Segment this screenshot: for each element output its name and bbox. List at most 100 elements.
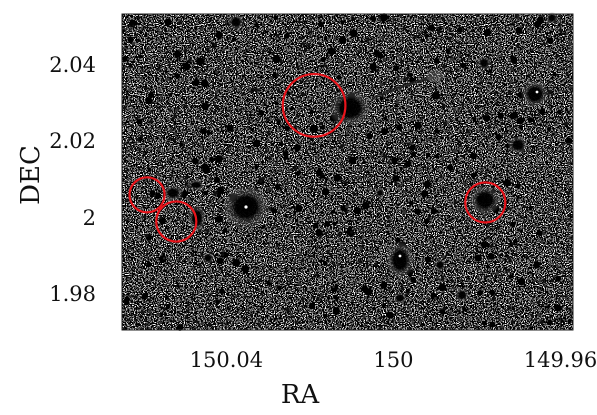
faint-source [149,190,156,197]
faint-source [369,78,373,82]
faint-source [489,244,493,249]
faint-source [345,205,349,209]
faint-source [160,85,164,89]
faint-source [211,237,214,241]
faint-source [238,108,242,112]
faint-source [332,268,335,271]
faint-source [452,108,457,112]
faint-source [556,38,559,41]
faint-source [122,106,126,110]
faint-source [173,132,177,136]
faint-source [145,81,148,85]
faint-source [450,55,453,58]
faint-source [215,290,219,294]
faint-source [525,243,528,247]
faint-source [368,211,372,214]
faint-source [317,115,321,119]
faint-source [211,204,214,208]
faint-source [246,125,250,128]
faint-source [497,112,504,119]
faint-source [296,184,299,187]
faint-source [137,254,139,257]
faint-source [312,261,315,265]
faint-source [143,152,146,155]
faint-source [431,15,434,18]
faint-source [497,55,500,58]
faint-source [296,180,299,183]
faint-source [448,144,451,147]
faint-source [472,172,478,178]
faint-source [295,204,303,213]
faint-source [399,48,402,51]
faint-source [250,47,252,50]
faint-source [226,124,234,132]
faint-source [558,257,562,261]
faint-source [172,261,176,264]
faint-source [284,125,290,131]
faint-source [275,246,278,250]
faint-source [397,75,399,78]
faint-source [196,57,205,66]
faint-source [146,281,149,284]
faint-source [214,95,218,99]
faint-source [145,97,153,105]
faint-source [321,159,325,163]
faint-source [184,288,186,290]
faint-source [319,293,324,297]
faint-source [172,319,176,323]
faint-source [174,73,181,79]
faint-source [208,46,211,49]
faint-source [514,14,518,18]
faint-source [274,184,281,191]
faint-source [361,285,369,292]
faint-source [316,297,320,301]
faint-source [480,99,483,103]
faint-source [315,169,323,177]
faint-source [147,47,151,51]
faint-source [254,102,257,106]
faint-source [386,311,394,319]
faint-source [168,136,172,140]
x-tick-label: 150.04 [189,348,264,372]
faint-source [154,277,157,281]
faint-source [127,246,131,250]
faint-source [526,319,529,322]
faint-source [476,24,479,27]
faint-source [349,29,358,38]
faint-source [222,58,226,62]
bright-galaxy [508,136,528,154]
faint-source [211,299,214,302]
faint-source [467,174,470,177]
faint-source [212,110,217,114]
faint-source [516,106,518,109]
faint-source [565,251,568,254]
faint-source [466,196,470,200]
faint-source [179,21,183,24]
faint-source [447,36,451,41]
faint-source [535,174,539,178]
faint-source [340,20,345,25]
faint-source [544,196,548,201]
faint-source [371,203,374,206]
faint-source [544,309,549,313]
faint-source [320,56,326,63]
faint-source [380,281,388,289]
faint-source [422,236,424,238]
faint-source [400,283,404,287]
faint-source [531,214,534,217]
faint-source [411,321,415,325]
faint-source [554,233,558,237]
faint-source [452,286,456,290]
faint-source [251,76,255,80]
faint-source [292,20,296,24]
faint-source [537,179,541,183]
faint-source [511,320,514,324]
faint-source [197,156,201,159]
faint-source [359,247,363,251]
faint-source [487,98,490,101]
faint-source [173,243,175,246]
faint-source [323,64,327,67]
faint-source [223,225,226,229]
faint-source [191,297,195,301]
faint-source [545,282,547,285]
